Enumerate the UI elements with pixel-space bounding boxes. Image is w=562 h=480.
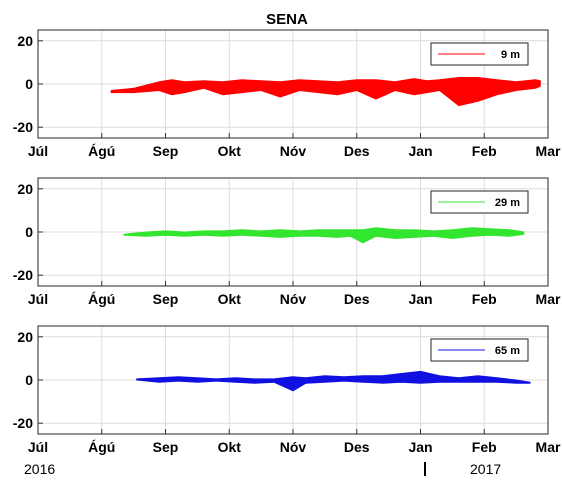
plot-frame bbox=[37, 29, 549, 139]
legend-label: 29 m bbox=[495, 197, 520, 209]
year-start-label: 2016 bbox=[24, 461, 55, 477]
x-tick-label: Júl bbox=[28, 143, 48, 159]
x-tick-label: Des bbox=[344, 143, 370, 159]
panel-2: Júl Ágú Sep Okt Nóv Des Jan Feb Mar 20 0 -20 29 m bbox=[13, 177, 561, 307]
x-tick-label: Sep bbox=[153, 439, 179, 455]
x-tick-label: Jan bbox=[408, 439, 432, 455]
y-tick-label: 20 bbox=[17, 181, 33, 197]
x-tick-label: Feb bbox=[472, 291, 497, 307]
x-tick-label: Okt bbox=[218, 439, 242, 455]
x-tick-label: Feb bbox=[472, 143, 497, 159]
x-tick-label: Okt bbox=[218, 291, 242, 307]
x-tick-label: Jan bbox=[408, 143, 432, 159]
x-tick-label: Ágú bbox=[88, 291, 115, 307]
y-tick-label: 20 bbox=[17, 33, 33, 49]
plot-frame bbox=[37, 325, 549, 435]
x-tick-label: Des bbox=[344, 439, 370, 455]
x-tick-label: Nóv bbox=[280, 439, 307, 455]
year-end-label: 2017 bbox=[470, 461, 501, 477]
x-tick-label: Nóv bbox=[280, 143, 307, 159]
x-tick-label: Ágú bbox=[88, 439, 115, 455]
plot-frame bbox=[37, 177, 549, 287]
x-tick-label: Sep bbox=[153, 143, 179, 159]
legend-label: 65 m bbox=[495, 345, 520, 357]
panel-1: Júl Ágú Sep Okt Nóv Des Jan Feb Mar 20 0 -20 9 m bbox=[13, 29, 561, 159]
y-tick-label: 20 bbox=[17, 329, 33, 345]
x-tick-label: Mar bbox=[536, 439, 561, 455]
y-tick-label: 0 bbox=[25, 76, 33, 92]
x-tick-label: Júl bbox=[28, 439, 48, 455]
y-tick-label: -20 bbox=[13, 415, 33, 431]
x-tick-label: Ágú bbox=[88, 143, 115, 159]
x-tick-label: Feb bbox=[472, 439, 497, 455]
x-tick-label: Sep bbox=[153, 291, 179, 307]
x-tick-label: Okt bbox=[218, 143, 242, 159]
x-tick-label: Mar bbox=[536, 143, 561, 159]
y-tick-label: -20 bbox=[13, 119, 33, 135]
y-tick-label: -20 bbox=[13, 267, 33, 283]
y-tick-label: 0 bbox=[25, 372, 33, 388]
x-tick-label: Jan bbox=[408, 291, 432, 307]
x-tick-label: Mar bbox=[536, 291, 561, 307]
panel-3: Júl Ágú Sep Okt Nóv Des Jan Feb Mar 20 0 -20 65 m bbox=[13, 325, 561, 455]
x-tick-label: Des bbox=[344, 291, 370, 307]
x-tick-label: Júl bbox=[28, 291, 48, 307]
legend-label: 9 m bbox=[501, 49, 520, 61]
y-tick-label: 0 bbox=[25, 224, 33, 240]
chart-title: SENA bbox=[266, 11, 308, 28]
x-tick-label: Nóv bbox=[280, 291, 307, 307]
